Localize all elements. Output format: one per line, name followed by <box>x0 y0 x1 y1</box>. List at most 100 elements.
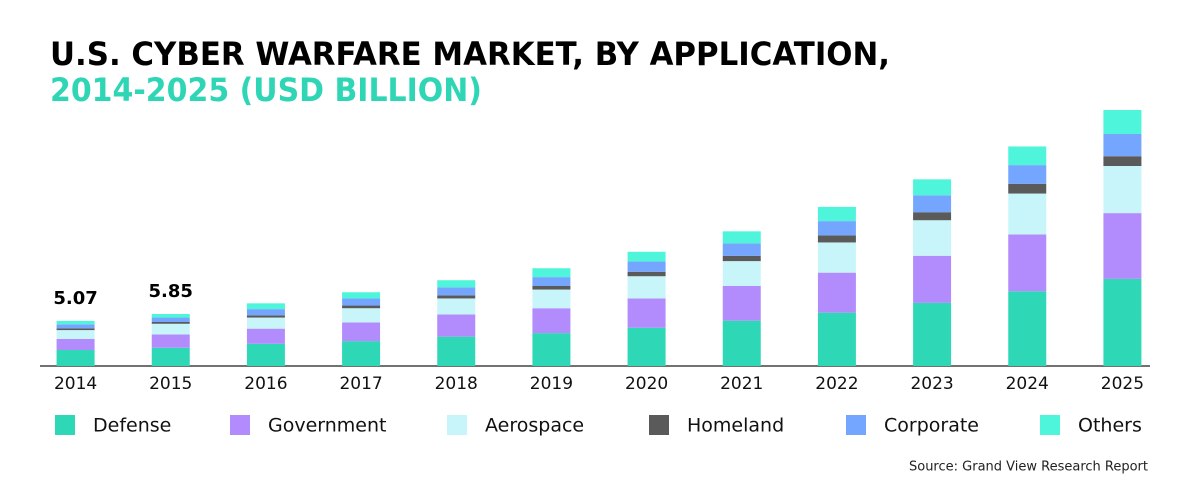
bar-segment <box>1103 213 1142 279</box>
bar-segment <box>1103 278 1142 366</box>
bar-segment <box>913 302 952 366</box>
bar-segment <box>437 287 476 296</box>
bar-segment <box>437 314 476 337</box>
bar-segment <box>913 212 952 221</box>
source-note: Source: Grand View Research Report <box>909 460 1148 475</box>
bar-segment <box>817 206 856 222</box>
legend-label: Corporate <box>884 415 979 437</box>
bar-segment <box>913 179 952 196</box>
bar-segment <box>1008 146 1047 166</box>
bar-segment <box>246 317 285 329</box>
x-tick-label: 2017 <box>339 374 382 394</box>
bar-segment <box>56 328 95 331</box>
bar-segment <box>627 251 666 262</box>
bar-segment <box>817 272 856 313</box>
bar-segment <box>627 327 666 366</box>
bar-segment <box>1103 110 1142 134</box>
bar-segment <box>1008 193 1047 235</box>
bar-segment <box>817 312 856 366</box>
total-label: 5.85 <box>149 281 193 302</box>
x-tick-label: 2023 <box>910 374 953 394</box>
bar-segment <box>151 323 190 335</box>
bar-segment <box>1103 134 1142 157</box>
bar-segment <box>342 305 381 309</box>
bar-segment <box>817 221 856 236</box>
bar-segment <box>1008 183 1047 194</box>
bar-segment <box>532 333 571 366</box>
bar-segment <box>532 277 571 286</box>
bar-segment <box>1103 166 1142 214</box>
chart-subtitle: 2014-2025 (USD BILLION) <box>50 71 482 109</box>
legend-swatch <box>1040 415 1060 435</box>
bar-segment <box>151 317 190 322</box>
bar-segment <box>437 280 476 288</box>
bar-segment <box>151 334 190 348</box>
bar-segment <box>56 350 95 366</box>
bar-segment <box>342 308 381 323</box>
legend-label: Defense <box>93 415 171 437</box>
x-tick-label: 2025 <box>1101 374 1144 394</box>
legend-label: Others <box>1078 415 1142 437</box>
x-tick-label: 2024 <box>1006 374 1049 394</box>
legend-swatch <box>55 415 75 435</box>
bar-segment <box>437 298 476 315</box>
bar-segment <box>56 320 95 325</box>
bar-segment <box>342 341 381 366</box>
bar-segment <box>56 324 95 329</box>
bar-segment <box>722 231 761 244</box>
chart-title: U.S. CYBER WARFARE MARKET, BY APPLICATIO… <box>50 35 890 73</box>
bar-segment <box>722 243 761 256</box>
bar-segment <box>913 220 952 256</box>
bar-segment <box>342 292 381 299</box>
bar-segment <box>246 315 285 318</box>
bar-segment <box>1008 165 1047 184</box>
bar-segment <box>246 303 285 310</box>
legend-label: Government <box>268 415 387 437</box>
bar-segment <box>1008 234 1047 292</box>
legend-label: Aerospace <box>485 415 584 437</box>
legend-swatch <box>846 415 866 435</box>
bar-segment <box>532 289 571 309</box>
bar-segment <box>627 298 666 328</box>
bar-segment <box>56 338 95 350</box>
bar-segment <box>151 347 190 366</box>
bar-segment <box>1008 291 1047 366</box>
bar-segment <box>437 336 476 366</box>
bar-segment <box>342 322 381 342</box>
bar-segment <box>627 276 666 299</box>
x-tick-label: 2021 <box>720 374 763 394</box>
bar-segment <box>722 320 761 366</box>
bar-segment <box>437 295 476 299</box>
bar-segment <box>627 261 666 272</box>
legend-swatch <box>447 415 467 435</box>
x-tick-label: 2018 <box>435 374 478 394</box>
x-tick-label: 2020 <box>625 374 668 394</box>
total-label: 5.07 <box>53 288 97 309</box>
legend-label: Homeland <box>687 415 784 437</box>
legend-swatch <box>230 415 250 435</box>
bar-segment <box>532 268 571 278</box>
bar-segment <box>1103 156 1142 166</box>
x-tick-label: 2019 <box>530 374 573 394</box>
legend-swatch <box>649 415 669 435</box>
bar-segment <box>532 286 571 290</box>
bar-segment <box>246 309 285 316</box>
bar-segment <box>817 242 856 273</box>
bar-segment <box>913 255 952 303</box>
bar-segment <box>722 255 761 262</box>
bar-segment <box>722 261 761 286</box>
x-tick-label: 2016 <box>244 374 287 394</box>
x-tick-label: 2014 <box>54 374 97 394</box>
bar-segment <box>246 343 285 366</box>
bar-segment <box>151 314 190 318</box>
bar-segment <box>817 235 856 243</box>
bar-segment <box>342 298 381 306</box>
bar-segment <box>56 330 95 339</box>
bar-segment <box>151 322 190 324</box>
bar-segment <box>722 286 761 321</box>
x-tick-label: 2022 <box>815 374 858 394</box>
bar-segment <box>627 271 666 277</box>
bar-segment <box>246 328 285 344</box>
x-tick-label: 2015 <box>149 374 192 394</box>
